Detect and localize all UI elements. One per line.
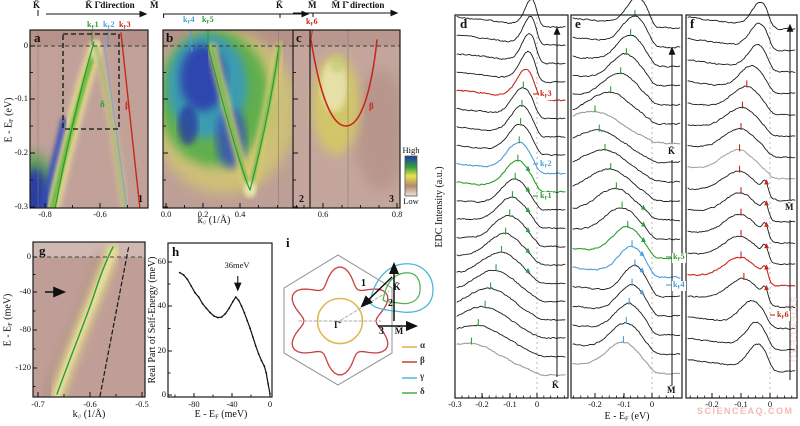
panel-b-map	[163, 30, 310, 208]
panel-a-map	[30, 30, 148, 208]
panel-c-map	[293, 30, 400, 208]
panel-g-map	[33, 242, 145, 397]
panel-i-schematic	[283, 254, 434, 394]
